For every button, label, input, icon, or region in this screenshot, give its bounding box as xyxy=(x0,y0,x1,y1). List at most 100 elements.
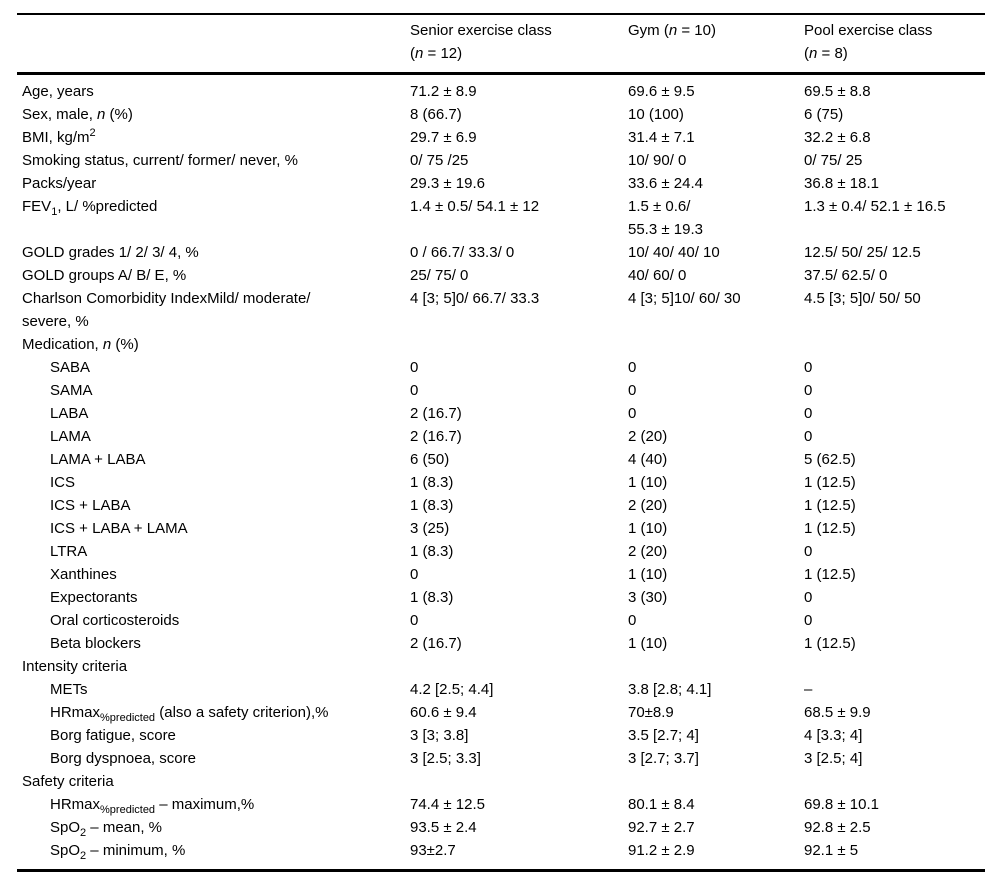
cell-value: 0 xyxy=(804,612,813,629)
row-label: Age, years xyxy=(22,83,94,100)
table-header: Senior exercise class (n = 12) Gym (n = 1… xyxy=(17,14,985,74)
cell-value: 2 (16.7) xyxy=(410,428,462,445)
cell-value: 2 (20) xyxy=(628,543,668,560)
cell-value: 92.8 ± 2.5 xyxy=(804,819,871,836)
cell-value: 32.2 ± 6.8 xyxy=(804,129,871,146)
cell-value: 70±8.9 xyxy=(628,704,674,721)
characteristics-table-container: Senior exercise class (n = 12) Gym (n = 1… xyxy=(17,13,985,872)
cell-value: 36.8 ± 18.1 xyxy=(804,175,879,192)
table-body: Age, years 71.2 ± 8.9 69.6 ± 9.5 69.5 ± 8.8… xyxy=(17,74,985,871)
cell-value: 1 (12.5) xyxy=(804,635,856,652)
cell-value: 3.8 [2.8; 4.1] xyxy=(628,681,712,698)
header-gym: Gym (n = 10) xyxy=(628,22,716,39)
table-row: Expectorants 1 (8.3) 3 (30) 0 xyxy=(17,586,985,609)
row-label: HRmax%predicted – maximum,% xyxy=(50,796,255,816)
cell-value: 12.5/ 50/ 25/ 12.5 xyxy=(804,244,921,261)
cell-value: 4 [3; 5]10/ 60/ 30 xyxy=(628,290,741,307)
row-label: SpO2 – minimum, % xyxy=(50,842,186,862)
cell-value: 3 [2.5; 3.3] xyxy=(410,750,481,767)
cell-value xyxy=(410,770,628,793)
row-label: Medication, n (%) xyxy=(22,336,139,353)
cell-value: 4 (40) xyxy=(628,451,668,468)
cell-value: 1 (12.5) xyxy=(804,566,856,583)
row-label: Xanthines xyxy=(50,566,117,583)
section-row: Medication, n (%) xyxy=(17,333,985,356)
cell-value: 1 (10) xyxy=(628,474,668,491)
cell-value: 0 xyxy=(804,589,813,606)
cell-value xyxy=(410,333,628,356)
table-row: ICS + LABA 1 (8.3) 2 (20) 1 (12.5) xyxy=(17,494,985,517)
cell-value: 91.2 ± 2.9 xyxy=(628,842,695,859)
row-label: Charlson Comorbidity IndexMild/ moderate… xyxy=(22,290,311,330)
cell-value: 0/ 75/ 25 xyxy=(804,152,863,169)
cell-value: 1 (12.5) xyxy=(804,497,856,514)
cell-value: 2 (20) xyxy=(628,428,668,445)
cell-value: 1 (10) xyxy=(628,520,668,537)
table-row: Sex, male, n (%) 8 (66.7) 10 (100) 6 (75) xyxy=(17,103,985,126)
cell-value: 1 (8.3) xyxy=(410,589,454,606)
cell-value: 8 (66.7) xyxy=(410,106,462,123)
cell-value: 37.5/ 62.5/ 0 xyxy=(804,267,888,284)
table-row: Age, years 71.2 ± 8.9 69.6 ± 9.5 69.5 ± 8.8 xyxy=(17,74,985,104)
cell-value xyxy=(804,770,985,793)
cell-value xyxy=(804,655,985,678)
table-row: Xanthines 0 1 (10) 1 (12.5) xyxy=(17,563,985,586)
cell-value: 6 (75) xyxy=(804,106,844,123)
cell-value: 93.5 ± 2.4 xyxy=(410,819,477,836)
row-label: ICS + LABA xyxy=(50,497,131,514)
cell-value: 0 / 66.7/ 33.3/ 0 xyxy=(410,244,515,261)
row-label: GOLD groups A/ B/ E, % xyxy=(22,267,187,284)
cell-value: 92.7 ± 2.7 xyxy=(628,819,695,836)
cell-value: 0 xyxy=(410,612,419,629)
cell-value xyxy=(628,655,804,678)
row-label: Smoking status, current/ former/ never, … xyxy=(22,152,298,169)
cell-value: 4.2 [2.5; 4.4] xyxy=(410,681,494,698)
header-row: Senior exercise class (n = 12) Gym (n = 1… xyxy=(17,14,985,74)
cell-value: 71.2 ± 8.9 xyxy=(410,83,477,100)
cell-value: 1 (8.3) xyxy=(410,474,454,491)
cell-value: 29.7 ± 6.9 xyxy=(410,129,477,146)
cell-value: 3 [2.7; 3.7] xyxy=(628,750,699,767)
table-row: GOLD groups A/ B/ E, % 25/ 75/ 0 40/ 60/ 0… xyxy=(17,264,985,287)
table-row: Beta blockers 2 (16.7) 1 (10) 1 (12.5) xyxy=(17,632,985,655)
row-label: Intensity criteria xyxy=(22,658,128,675)
cell-value: 4.5 [3; 5]0/ 50/ 50 xyxy=(804,290,921,307)
cell-value: 0 xyxy=(804,543,813,560)
cell-value: 60.6 ± 9.4 xyxy=(410,704,477,721)
cell-value: 5 (62.5) xyxy=(804,451,856,468)
table-row: LABA 2 (16.7) 0 0 xyxy=(17,402,985,425)
table-row: Smoking status, current/ former/ never, … xyxy=(17,149,985,172)
row-label: GOLD grades 1/ 2/ 3/ 4, % xyxy=(22,244,199,261)
table-row: HRmax%predicted (also a safety criterion… xyxy=(17,701,985,724)
cell-value: 1 (10) xyxy=(628,566,668,583)
row-label: ICS xyxy=(50,474,76,491)
cell-value: 2 (16.7) xyxy=(410,405,462,422)
row-label: SpO2 – mean, % xyxy=(50,819,163,839)
table-row: ICS 1 (8.3) 1 (10) 1 (12.5) xyxy=(17,471,985,494)
cell-value xyxy=(628,770,804,793)
row-label: LABA xyxy=(50,405,89,422)
cell-value xyxy=(410,655,628,678)
table-row: LTRA 1 (8.3) 2 (20) 0 xyxy=(17,540,985,563)
cell-value: 69.8 ± 10.1 xyxy=(804,796,879,813)
row-label: Safety criteria xyxy=(22,773,114,790)
table-row: Borg dyspnoea, score 3 [2.5; 3.3] 3 [2.7; … xyxy=(17,747,985,770)
cell-value: 31.4 ± 7.1 xyxy=(628,129,695,146)
table-row: SABA 0 0 0 xyxy=(17,356,985,379)
row-label: METs xyxy=(50,681,88,698)
cell-value: 0 xyxy=(628,359,637,376)
table-row: Packs/year 29.3 ± 19.6 33.6 ± 24.4 36.8 ± 1… xyxy=(17,172,985,195)
table-row: SpO2 – mean, % 93.5 ± 2.4 92.7 ± 2.7 92.8 ±… xyxy=(17,816,985,839)
cell-value: 3.5 [2.7; 4] xyxy=(628,727,699,744)
header-pool-exercise-class: Pool exercise class (n = 8) xyxy=(804,22,933,62)
table-row: Borg fatigue, score 3 [3; 3.8] 3.5 [2.7; 4… xyxy=(17,724,985,747)
row-label: LAMA xyxy=(50,428,91,445)
cell-value: 0 xyxy=(410,359,419,376)
row-label: LAMA + LABA xyxy=(50,451,146,468)
table-row: LAMA 2 (16.7) 2 (20) 0 xyxy=(17,425,985,448)
cell-value: 74.4 ± 12.5 xyxy=(410,796,485,813)
row-label: Sex, male, n (%) xyxy=(22,106,133,123)
cell-value: 1.4 ± 0.5/ 54.1 ± 12 xyxy=(410,198,540,215)
cell-value: 10 (100) xyxy=(628,106,684,123)
cell-value: 1 (8.3) xyxy=(410,543,454,560)
